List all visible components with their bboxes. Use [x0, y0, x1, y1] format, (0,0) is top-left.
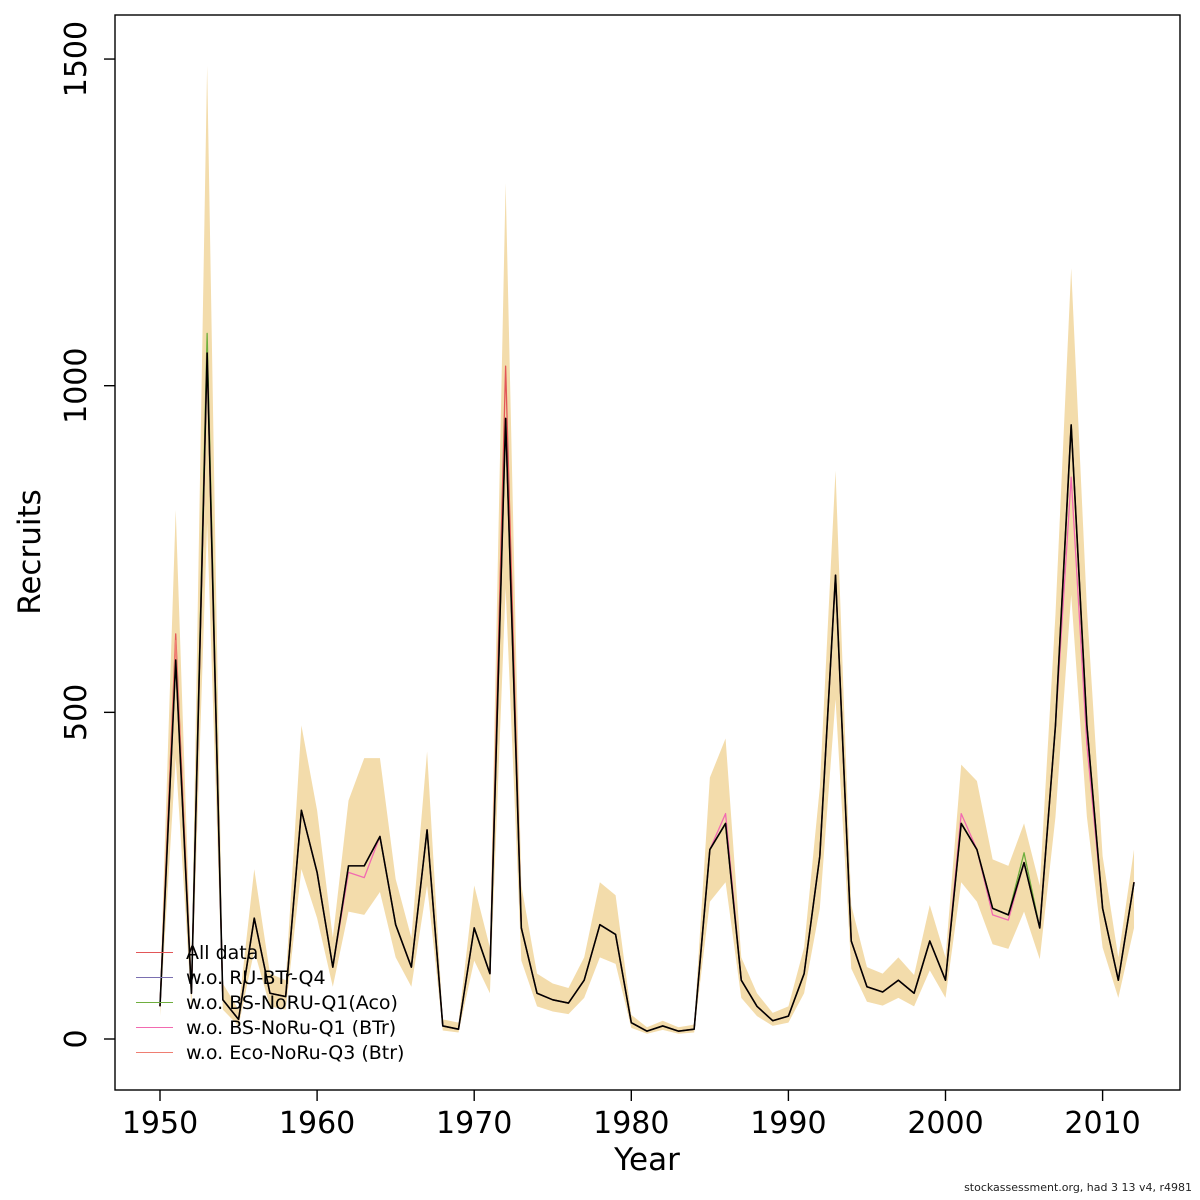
- legend-line-swatch: [136, 1002, 173, 1003]
- base-line: [159, 352, 1135, 1032]
- y-tick-label: 1000: [59, 348, 94, 424]
- y-axis-label: Recruits: [12, 489, 48, 615]
- y-tick-label: 1500: [59, 21, 94, 97]
- footer-note: stockassessment.org, had 3 13 v4, r4981: [964, 1181, 1192, 1194]
- x-tick-label: 2010: [1064, 1106, 1140, 1141]
- legend-item: w.o. BS-NoRu-Q1 (BTr): [136, 1015, 404, 1040]
- plot-box: [114, 14, 1181, 1091]
- legend-item-label: All data: [186, 941, 259, 964]
- x-axis-label: Year: [614, 1142, 680, 1178]
- legend-line-swatch: [136, 1027, 173, 1028]
- legend-line-swatch: [136, 1052, 173, 1053]
- x-tick-label: 1980: [593, 1106, 669, 1141]
- legend-item: All data: [136, 940, 404, 965]
- legend-item: w.o. Eco-NoRu-Q3 (Btr): [136, 1040, 404, 1065]
- legend-item-label: w.o. BS-NoRU-Q1(Aco): [186, 991, 398, 1014]
- legend: All data w.o. RU-BTr-Q4 w.o. BS-NoRU-Q1(Ac…: [136, 940, 404, 1065]
- legend-item: w.o. RU-BTr-Q4: [136, 965, 404, 990]
- x-tick-label: 1950: [122, 1106, 198, 1141]
- legend-item-label: w.o. RU-BTr-Q4: [186, 966, 326, 989]
- legend-line-swatch: [136, 977, 173, 978]
- x-tick-label: 1970: [436, 1106, 512, 1141]
- legend-item: w.o. BS-NoRU-Q1(Aco): [136, 990, 404, 1015]
- x-tick-label: 2000: [907, 1106, 983, 1141]
- x-tick-label: 1960: [279, 1106, 355, 1141]
- y-tick-label: 0: [59, 1029, 94, 1048]
- y-tick-label: 500: [59, 684, 94, 741]
- legend-item-label: w.o. Eco-NoRu-Q3 (Btr): [186, 1041, 405, 1064]
- legend-item-label: w.o. BS-NoRu-Q1 (BTr): [186, 1016, 397, 1039]
- legend-line-swatch: [136, 952, 173, 953]
- x-tick-label: 1990: [750, 1106, 826, 1141]
